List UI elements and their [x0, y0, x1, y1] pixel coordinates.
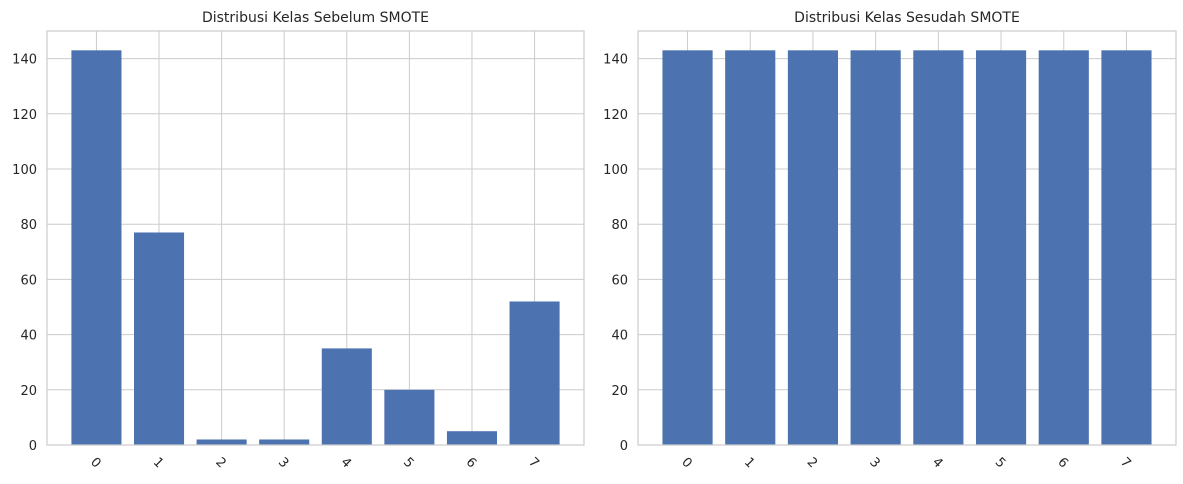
x-tick-label: 3	[275, 455, 291, 471]
x-tick-label: 5	[400, 455, 416, 471]
x-tick-label: 0	[87, 455, 103, 471]
bar-1	[725, 50, 776, 445]
x-tick-label: 7	[525, 455, 541, 471]
x-tick-label: 5	[992, 455, 1008, 471]
y-tick-label: 40	[20, 329, 37, 344]
bar-0	[662, 50, 713, 445]
bar-6	[1038, 50, 1089, 445]
y-tick-label: 20	[611, 384, 628, 399]
y-tick-label: 140	[12, 53, 37, 68]
x-tick-label: 6	[463, 455, 479, 471]
y-tick-label: 0	[29, 439, 37, 454]
chart-title: Distribusi Kelas Sesudah SMOTE	[794, 10, 1020, 26]
x-tick-label: 7	[1117, 455, 1133, 471]
x-tick-label: 4	[338, 455, 354, 471]
chart-after-smote: 0 20 40 60 80 100 120 140 0 1 2 3 4 5 6 7 Distribusi Kel…	[603, 10, 1177, 471]
bar-3	[259, 439, 310, 445]
y-tick-label: 140	[603, 53, 628, 68]
x-tick-label: 2	[804, 455, 820, 471]
y-tick-label: 80	[611, 218, 628, 233]
bar-7	[1101, 50, 1152, 445]
x-tick-label: 1	[150, 455, 166, 471]
plot-frame	[46, 30, 585, 446]
bar-4	[913, 50, 964, 445]
bar-7	[509, 301, 560, 445]
bar-5	[975, 50, 1027, 445]
y-tick-label: 100	[603, 163, 628, 178]
x-tick-label: 1	[741, 455, 757, 471]
chart-title: Distribusi Kelas Sebelum SMOTE	[202, 10, 429, 26]
y-tick-label: 0	[620, 439, 628, 454]
plot-area	[638, 31, 1176, 445]
bar-1	[133, 232, 185, 445]
y-tick-label: 60	[20, 273, 37, 288]
bar-2	[787, 50, 839, 445]
x-tick-label: 4	[929, 455, 945, 471]
x-tick-label: 0	[678, 455, 694, 471]
x-tick-label: 6	[1054, 455, 1070, 471]
bar-0	[71, 50, 122, 445]
bar-2	[196, 439, 247, 445]
y-tick-label: 100	[12, 163, 37, 178]
plot-area	[47, 31, 584, 445]
bar-4	[321, 348, 372, 445]
x-tick-label: 2	[212, 455, 228, 471]
y-tick-label: 120	[603, 108, 628, 123]
y-tick-label: 80	[20, 218, 37, 233]
y-tick-label: 120	[12, 108, 37, 123]
chart-before-smote: 0 20 40 60 80 100 120 140 0 1 2 3 4 5 6 7 Distribusi Kel…	[12, 10, 585, 471]
bar-5	[384, 389, 435, 445]
plot-frame	[637, 30, 1177, 446]
x-tick-label: 3	[866, 455, 882, 471]
bar-6	[446, 431, 498, 445]
bar-3	[850, 50, 901, 445]
y-tick-label: 60	[611, 273, 628, 288]
y-tick-label: 40	[611, 329, 628, 344]
y-tick-label: 20	[20, 384, 37, 399]
